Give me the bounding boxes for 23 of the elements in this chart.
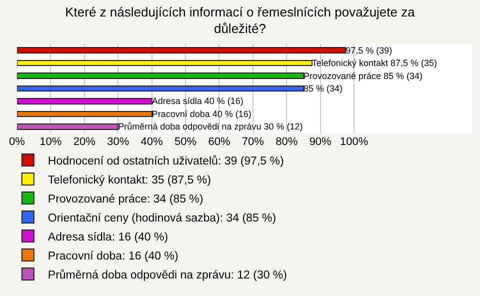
data-label: Provozované práce 85 % (34) xyxy=(303,70,423,81)
x-tick-label: 0% xyxy=(9,136,26,148)
x-tick-label: 50% xyxy=(174,136,197,148)
legend-label: Hodnocení od ostatních uživatelů: 39 (97,5 %) xyxy=(48,154,284,168)
chart-title: Které z následujících informací o řemeslnících považujete za důležité? xyxy=(65,4,416,36)
x-tick-label: 60% xyxy=(208,136,230,148)
legend-label: Orientační ceny (hodinová sazba): 34 (85 %) xyxy=(48,212,276,224)
x-tick-label: 80% xyxy=(276,136,298,148)
x-tick-label: 100% xyxy=(340,136,368,148)
x-tick-label: 10% xyxy=(40,136,62,148)
data-label: Průměrná doba odpovědi na zprávu 30 % (12) xyxy=(118,122,303,132)
data-label: 97,5 % (39) xyxy=(346,45,392,56)
data-label: Pracovní doba 40 % (16) xyxy=(152,108,252,119)
x-tick-label: 90% xyxy=(309,136,332,148)
x-tick-label: 20% xyxy=(73,136,96,148)
x-tick-label: 40% xyxy=(140,136,164,148)
legend-label: Průměrná doba odpovědi na zprávu: 12 (30 %) xyxy=(48,268,288,282)
legend-label: Adresa sídla: 16 (40 %) xyxy=(48,231,168,244)
legend-label: Provozované práce: 34 (85 %) xyxy=(48,193,204,206)
legend-label: Telefonický kontakt: 35 (87,5 %) xyxy=(48,174,212,186)
x-tick-label: 30% xyxy=(107,136,130,148)
legend-label: Pracovní doba: 16 (40 %) xyxy=(48,250,178,262)
x-tick-label: 70% xyxy=(242,136,264,148)
